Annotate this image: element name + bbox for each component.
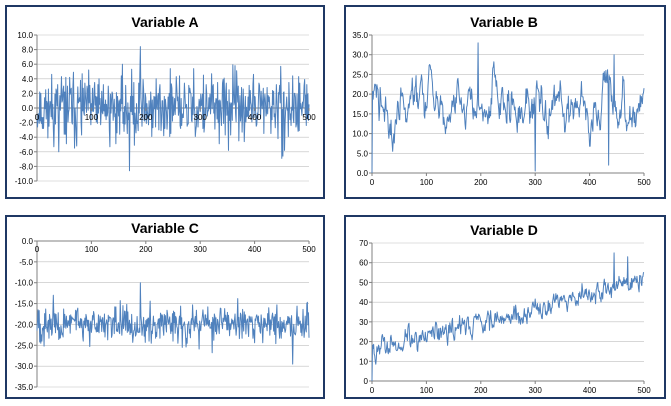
y-tick-label: 10.0 <box>352 130 368 139</box>
y-tick-label: 20.0 <box>352 90 368 99</box>
chart-a-svg: Variable A 10.0 8.0 6.0 4.0 2.0 0.0 -2.0 -4.0 -6.… <box>15 14 316 186</box>
x-tick-label: 300 <box>194 113 208 122</box>
y-tick-label: 0.0 <box>22 104 34 113</box>
chart-panel-variable-b: Variable B 35.0 30.0 25.0 20.0 15.0 10.0 5.0 0.0… <box>344 5 666 199</box>
y-tick-label: -15.0 <box>15 300 34 309</box>
x-tick-label: 500 <box>302 245 316 254</box>
y-tick-label: 25.0 <box>352 70 368 79</box>
y-tick-label: -4.0 <box>19 133 33 142</box>
x-tick-label: 400 <box>248 113 262 122</box>
y-tick-label: -2.0 <box>19 119 33 128</box>
y-tick-label: 30 <box>359 318 368 327</box>
series-line <box>371 252 645 382</box>
y-tick-label: 5.0 <box>357 149 369 158</box>
x-tick-label: 200 <box>139 245 153 254</box>
chart-panel-variable-c: Variable C 0.0 -5.0 -10.0 -15.0 -20.0 -25.0 -30… <box>5 215 325 399</box>
y-tick-label: 0 <box>364 377 369 386</box>
chart-b-svg: Variable B 35.0 30.0 25.0 20.0 15.0 10.0 5.0 0.0… <box>352 14 651 187</box>
x-tick-label: 300 <box>529 386 543 395</box>
y-tick-label: 10.0 <box>17 31 33 40</box>
x-tick-label: 200 <box>474 386 488 395</box>
chart-panel-variable-a: Variable A 10.0 8.0 6.0 4.0 2.0 0.0 -2.0 -4.0 -6.… <box>5 5 325 199</box>
x-tick-label: 0 <box>35 245 40 254</box>
x-tick-label: 0 <box>370 178 375 187</box>
y-tick-label: 70 <box>359 239 368 248</box>
x-tick-label: 400 <box>248 245 262 254</box>
y-tick-label: 2.0 <box>22 89 34 98</box>
y-tick-label: 15.0 <box>352 110 368 119</box>
y-tick-label: 20 <box>359 338 368 347</box>
chart-panel-variable-d: Variable D 70 60 50 40 30 20 10 0 0 100 200 300 400 50… <box>344 215 666 399</box>
y-tick-label: -30.0 <box>15 362 34 371</box>
chart-c-svg: Variable C 0.0 -5.0 -10.0 -15.0 -20.0 -25.0 -30… <box>15 220 316 392</box>
y-tick-label: 30.0 <box>352 51 368 60</box>
y-tick-label: -10.0 <box>15 177 34 186</box>
y-tick-label: 4.0 <box>22 75 34 84</box>
x-tick-label: 300 <box>194 245 208 254</box>
series-line <box>371 42 645 174</box>
x-tick-label: 300 <box>529 178 543 187</box>
y-tick-label: 40 <box>359 298 368 307</box>
x-tick-label: 500 <box>637 178 651 187</box>
y-tick-label: -25.0 <box>15 341 34 350</box>
x-tick-label: 200 <box>139 113 153 122</box>
x-tick-label: 0 <box>370 386 375 395</box>
y-tick-label: 60 <box>359 259 368 268</box>
x-tick-label: 100 <box>420 386 434 395</box>
x-tick-label: 0 <box>35 113 40 122</box>
chart-title: Variable C <box>131 220 199 236</box>
chart-title: Variable D <box>470 222 538 238</box>
y-tick-label: 0.0 <box>357 169 369 178</box>
x-tick-label: 400 <box>583 386 597 395</box>
y-tick-label: -20.0 <box>15 320 34 329</box>
x-tick-label: 100 <box>85 113 99 122</box>
y-tick-label: 0.0 <box>22 237 34 246</box>
x-tick-label: 500 <box>637 386 651 395</box>
y-tick-label: 50 <box>359 278 368 287</box>
x-tick-label: 100 <box>85 245 99 254</box>
y-tick-label: -10.0 <box>15 279 34 288</box>
chart-title: Variable A <box>131 14 198 30</box>
x-tick-label: 200 <box>474 178 488 187</box>
y-tick-label: 8.0 <box>22 46 34 55</box>
x-tick-label: 400 <box>583 178 597 187</box>
y-tick-label: -35.0 <box>15 383 34 392</box>
y-tick-label: 35.0 <box>352 31 368 40</box>
series-line <box>36 282 310 365</box>
y-tick-label: -6.0 <box>19 148 33 157</box>
x-tick-label: 500 <box>302 113 316 122</box>
series-line <box>36 46 310 172</box>
y-tick-label: 6.0 <box>22 60 34 69</box>
y-tick-label: -8.0 <box>19 162 33 171</box>
y-tick-label: 10 <box>359 357 368 366</box>
x-tick-label: 100 <box>420 178 434 187</box>
chart-title: Variable B <box>470 14 538 30</box>
y-tick-label: -5.0 <box>19 258 33 267</box>
